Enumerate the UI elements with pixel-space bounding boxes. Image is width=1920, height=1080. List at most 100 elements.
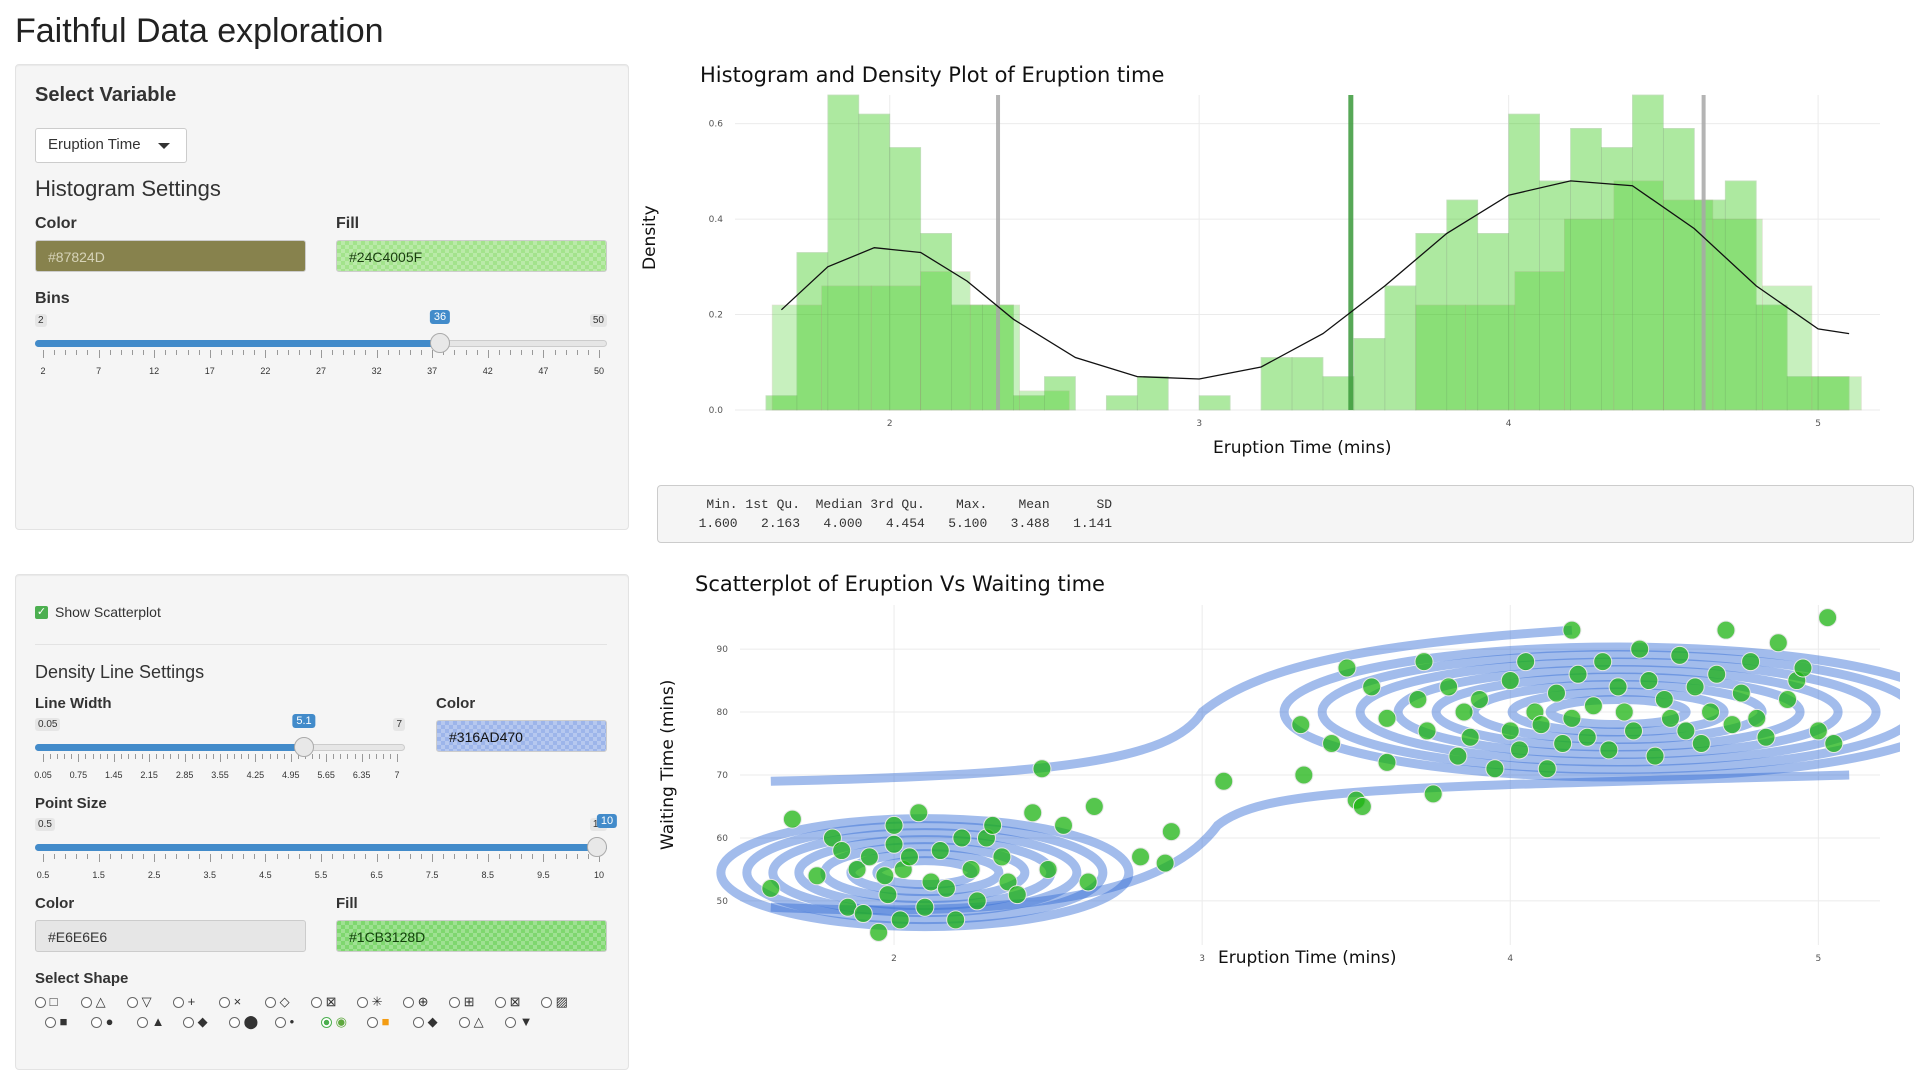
shape-option[interactable]: ● [91,1014,113,1029]
shape-radio[interactable] [505,1017,516,1029]
shape-option[interactable]: ✳ [357,994,383,1010]
scatter-settings-panel [15,574,629,1070]
histogram-bar [1693,199,1726,411]
slider-tick [326,754,328,762]
shape-option[interactable]: ◆ [183,1014,208,1030]
shape-radio[interactable] [127,997,138,1009]
shape-option[interactable]: × [219,994,241,1009]
line-width-slider[interactable]: 0.05 7 5.1 0.05 0.75 1.45 2.15 2.85 3.55 4.25 4.95… [34,714,405,780]
shape-radio[interactable] [45,1017,56,1029]
histogram-title: Histogram and Density Plot of Eruption t… [700,63,1165,87]
shape-radio[interactable] [311,997,322,1009]
shape-radio[interactable] [367,1017,378,1029]
shape-option[interactable]: ▽ [127,994,152,1010]
shape-option[interactable]: □ [35,994,57,1009]
shape-option[interactable]: ⊞ [449,994,475,1010]
shape-option[interactable]: ⊠ [311,994,337,1010]
slider-tick-label: 4.95 [282,770,300,780]
shape-option[interactable]: ⊠ [495,994,521,1010]
shape-option[interactable]: ■ [367,1014,389,1029]
shape-radio[interactable] [413,1017,424,1029]
hist-color-picker[interactable]: #87824D [35,240,306,272]
slider-minor-tick [76,854,78,859]
shape-option[interactable]: • [275,1014,294,1029]
y-tick-label: 80 [717,708,729,718]
shape-radio[interactable] [183,1017,194,1029]
hist-color-label: Color [35,215,77,232]
shape-option[interactable]: ▼ [505,1014,532,1029]
shape-radio[interactable] [275,1017,286,1029]
shape-radio[interactable] [495,997,506,1009]
shape-option[interactable]: △ [459,1014,484,1030]
shape-radio[interactable] [173,997,184,1009]
slider-minor-tick [212,754,214,759]
shape-radio[interactable] [35,997,46,1009]
shape-option[interactable]: ◆ [413,1014,438,1030]
scatter-point [1599,740,1619,760]
slider-handle[interactable] [429,333,450,353]
shape-radio[interactable] [321,1017,332,1029]
scatter-point [890,910,910,930]
shape-option[interactable]: △ [81,994,106,1010]
slider-tick-label: 2 [40,366,46,376]
point-size-slider[interactable]: 0.510100.51.52.53.54.55.56.57.58.59.510 [35,814,618,880]
line-width-label: Line Width [35,695,112,712]
slider-minor-tick [276,350,278,355]
shape-radio[interactable] [449,997,460,1009]
slider-tick [154,854,156,862]
point-fill-picker[interactable]: #1CB3128D [336,920,607,952]
show-scatterplot-checkbox[interactable]: ✓ [35,606,48,619]
slider-minor-tick [234,754,236,759]
scatter-point [983,815,1003,835]
slider-handle[interactable] [587,837,607,857]
slider-max-label: 50 [589,314,607,327]
shape-option[interactable]: ▲ [137,1014,164,1029]
shape-radio[interactable] [403,997,414,1009]
histogram-bar-coarse [1514,271,1565,411]
shape-radio[interactable] [459,1017,470,1029]
shape-option[interactable]: ◇ [265,994,290,1010]
line-color-picker[interactable]: #316AD470 [436,720,607,752]
shape-option[interactable]: ⬤ [229,1014,258,1030]
shape-glyph: △ [470,1014,484,1029]
shape-option[interactable]: ■ [45,1014,67,1029]
slider-minor-tick [365,854,367,859]
scatter-point [1516,652,1536,672]
slider-tick [43,854,44,862]
shape-radio[interactable] [137,1017,148,1029]
shape-option[interactable]: ⊕ [403,994,429,1010]
point-color-picker[interactable]: #E6E6E6 [35,920,306,952]
histogram-bar [1539,180,1571,411]
bins-slider[interactable]: 2 50 36 2 7 12 17 22 27 32 37 42 47 50 [35,310,607,376]
slider-handle[interactable] [293,737,314,757]
shape-radio[interactable] [357,997,368,1009]
shape-radio[interactable] [229,1017,240,1029]
slider-minor-tick [232,854,234,859]
histogram-bar [1353,338,1386,411]
scatter-point [1685,677,1705,697]
slider-minor-tick [50,754,52,759]
x-tick-label: 5 [1816,954,1822,964]
shape-radio[interactable] [91,1017,102,1029]
histogram-bar-coarse [1564,218,1615,411]
histogram-bar [1786,376,1819,411]
slider-minor-tick [347,754,349,759]
shape-option[interactable]: + [173,994,195,1009]
shape-radio[interactable] [265,997,276,1009]
scatter-point [1639,671,1659,691]
shape-radio[interactable] [81,997,92,1009]
shape-radio[interactable] [541,997,552,1009]
shape-option[interactable]: ▨ [541,994,568,1010]
slider-minor-tick [87,854,89,859]
shape-option[interactable]: ◉ [321,1014,347,1030]
scatter-point [1808,721,1828,741]
scatter-point [1670,645,1690,665]
shape-radio[interactable] [219,997,230,1009]
density-contour [770,625,1573,786]
slider-minor-tick [340,754,342,759]
shape-glyph: ◉ [332,1014,347,1029]
hist-fill-picker[interactable]: #24C4005F [336,240,607,272]
scatter-point [1291,715,1311,735]
variable-select[interactable]: Eruption Time [35,128,187,163]
slider-tick-label: 5.65 [317,770,335,780]
